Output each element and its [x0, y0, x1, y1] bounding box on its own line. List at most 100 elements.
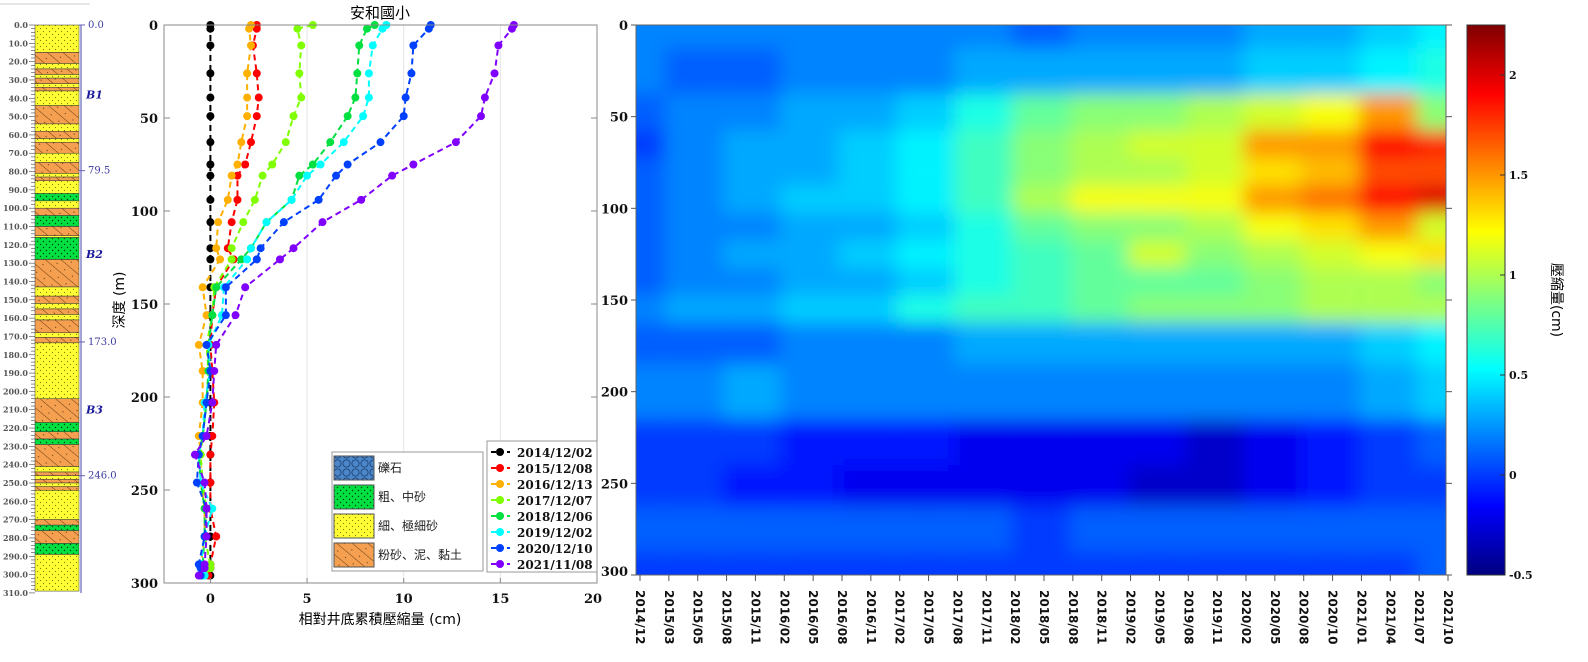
layer-silt [34, 176, 80, 181]
heatmap-cell [636, 295, 665, 323]
heatmap-cell [954, 93, 1013, 131]
data-point [206, 112, 215, 121]
data-point [212, 244, 221, 253]
heatmap-cell [896, 130, 955, 158]
layer-silt [34, 68, 80, 75]
unit-label: B2 [85, 248, 103, 261]
depth-tick-label: 250.0 [3, 478, 28, 488]
layer-silt [34, 431, 80, 440]
data-point [206, 564, 215, 573]
x-tick-label: 2018/11 [1095, 590, 1109, 644]
heatmap-cell [1359, 25, 1418, 48]
heatmap-cell [1012, 47, 1070, 94]
heatmap-cell [1243, 465, 1302, 507]
data-point [243, 69, 252, 78]
y-tick-label: 0 [619, 19, 628, 34]
heatmap-cell [896, 295, 955, 323]
colorbar-tick-label: 0 [1509, 469, 1517, 482]
y-tick-label: 50 [140, 112, 158, 127]
heatmap-cell [1417, 240, 1446, 268]
depth-tick-label: 170.0 [3, 331, 28, 341]
heatmap-cell [1012, 295, 1070, 323]
depth-tick-label: 290.0 [3, 551, 28, 561]
colorbar-tick-label: 1.5 [1509, 169, 1528, 182]
data-point [297, 93, 306, 102]
data-point [293, 24, 302, 33]
heatmap-cell [838, 240, 897, 268]
layer-fine [34, 74, 80, 79]
depth-tick-label: 140.0 [3, 276, 28, 286]
heatmap-cell [1069, 267, 1128, 296]
data-point [303, 171, 312, 180]
heatmap-cell [1185, 130, 1244, 158]
heatmap-cell [1301, 267, 1360, 296]
x-tick-label: 2019/02 [1124, 590, 1138, 644]
data-point [208, 504, 217, 513]
heatmap-cell [1417, 465, 1446, 507]
data-point [409, 41, 418, 50]
heatmap-cell [1012, 506, 1070, 553]
x-tick-label: 2014/12 [633, 590, 647, 644]
layer-silt [34, 519, 80, 526]
heatmap-cell [636, 506, 665, 553]
heatmap-cell [1185, 93, 1244, 131]
data-point [275, 255, 284, 264]
heatmap-cell [1359, 212, 1418, 241]
layer-fine [34, 83, 80, 88]
heatmap-cell [1127, 295, 1186, 323]
heatmap-cell [1417, 93, 1446, 131]
layer-silt [34, 486, 80, 491]
heatmap-cell [838, 185, 897, 213]
heatmap-cell [1417, 506, 1446, 553]
heatmap-cell [954, 130, 1013, 158]
depth-tick-label: 120.0 [3, 240, 28, 250]
heatmap-cell [780, 185, 839, 213]
layer-silt [34, 77, 80, 84]
y-tick-label: 250 [601, 477, 628, 492]
heatmap-cell [1417, 212, 1446, 241]
heatmap-cell [1012, 322, 1070, 365]
heatmap-cell [1243, 267, 1302, 296]
heatmap-cell [896, 322, 955, 365]
heatmap-cell [780, 212, 839, 241]
layer-silt [34, 141, 80, 154]
heatmap-cell [896, 419, 955, 465]
legend-label: 2018/12/06 [517, 510, 593, 524]
x-tick-label: 2016/08 [835, 590, 849, 644]
heatmap-cell [1359, 47, 1418, 94]
heatmap-cell [636, 130, 665, 158]
heatmap-cell [1301, 47, 1360, 94]
heatmap-cell [838, 552, 897, 575]
heatmap-cell [1012, 157, 1070, 186]
data-point [198, 283, 207, 292]
layer-fine [34, 286, 80, 297]
layer-fine [34, 342, 80, 399]
data-point [202, 340, 211, 349]
heatmap-cell [722, 240, 781, 268]
legend-box [486, 440, 598, 573]
x-tick-label: 0 [206, 592, 215, 607]
data-point [192, 478, 201, 487]
heatmap-cell [954, 240, 1013, 268]
layer-silt [34, 471, 80, 476]
heatmap-cell [780, 47, 839, 94]
heatmap-cell [1185, 267, 1244, 296]
heatmap-cell [636, 93, 665, 131]
heatmap-cell [1243, 240, 1302, 268]
heatmap-cell [1127, 212, 1186, 241]
data-point [206, 93, 215, 102]
legend-label: 細、極細砂 [378, 518, 438, 533]
depth-tick-label: 130.0 [3, 258, 28, 268]
heatmap-cell [722, 295, 781, 323]
depth-tick-label: 280.0 [3, 533, 28, 543]
heatmap-cell [954, 267, 1013, 296]
x-tick-label: 2017/02 [893, 590, 907, 644]
heatmap-cell [664, 322, 723, 365]
layer-coarse [34, 422, 80, 432]
heatmap-cell [636, 157, 665, 186]
depth-tick-label: 0.0 [14, 20, 28, 30]
layer-fine [34, 490, 80, 520]
y-tick-label: 100 [601, 202, 628, 217]
layer-fine [34, 173, 80, 178]
heatmap-cell [780, 25, 839, 48]
